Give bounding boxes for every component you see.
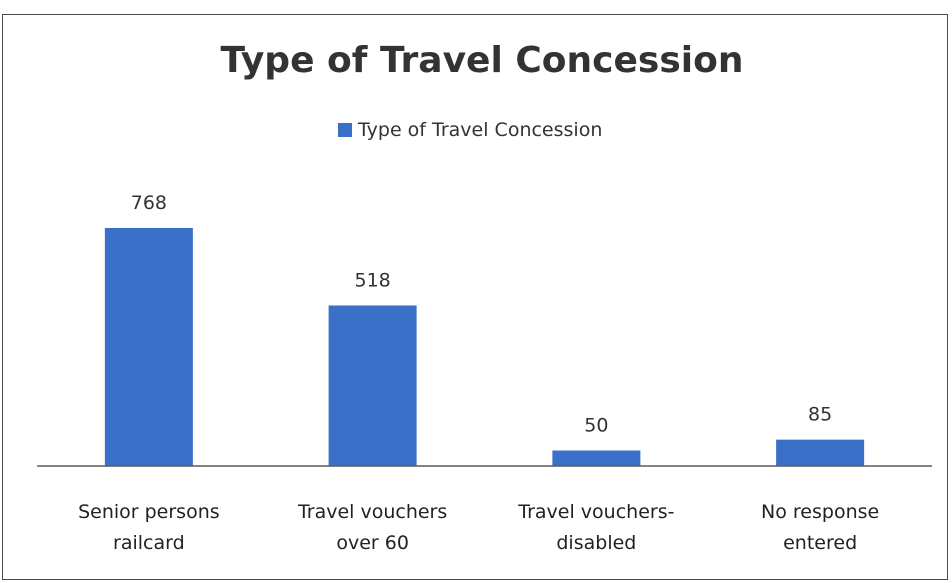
- bar-0: [104, 228, 193, 466]
- category-label-0-line-1: railcard: [113, 532, 185, 554]
- chart-title: Type of Travel Concession: [221, 40, 744, 81]
- data-labels-group: 768 518 50 85: [131, 192, 832, 437]
- category-label-3-line-1: entered: [783, 532, 857, 554]
- bars-group: [104, 228, 865, 466]
- category-label-3-line-0: No response: [761, 501, 879, 523]
- legend-swatch: [338, 123, 352, 137]
- bar-2: [552, 450, 641, 466]
- data-label-2: 50: [584, 415, 608, 437]
- legend-label: Type of Travel Concession: [357, 119, 602, 141]
- data-label-1: 518: [354, 269, 390, 291]
- category-label-2-line-0: Travel vouchers-: [517, 501, 674, 523]
- bar-3: [776, 439, 865, 466]
- legend: Type of Travel Concession: [338, 119, 602, 141]
- category-label-1-line-0: Travel vouchers: [297, 501, 447, 523]
- category-label-0-line-0: Senior persons: [78, 501, 220, 523]
- category-labels-group: Senior persons railcard Travel vouchers ove…: [78, 501, 879, 554]
- category-label-2-line-1: disabled: [556, 532, 636, 554]
- category-label-1-line-1: over 60: [336, 532, 409, 554]
- data-label-0: 768: [131, 192, 167, 214]
- data-label-3: 85: [808, 404, 832, 426]
- bar-1: [328, 305, 417, 466]
